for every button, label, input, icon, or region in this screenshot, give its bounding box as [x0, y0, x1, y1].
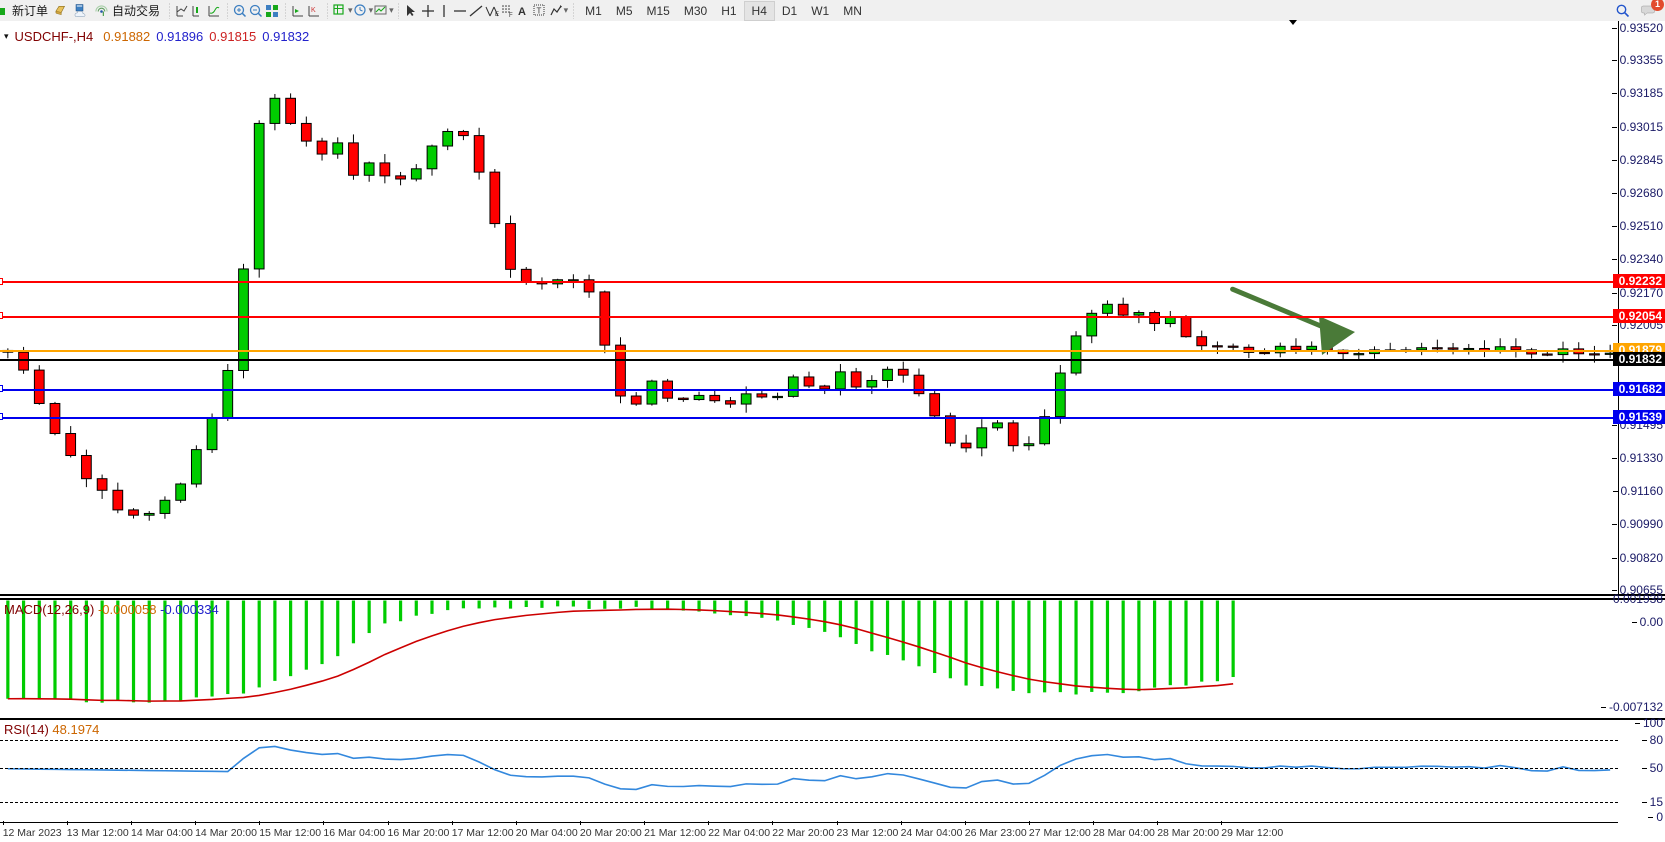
svg-text:A: A	[518, 6, 526, 18]
svg-text:E: E	[495, 12, 499, 18]
svg-text:F: F	[509, 13, 513, 19]
svg-text:K: K	[311, 7, 316, 14]
svg-text:T: T	[536, 6, 541, 15]
